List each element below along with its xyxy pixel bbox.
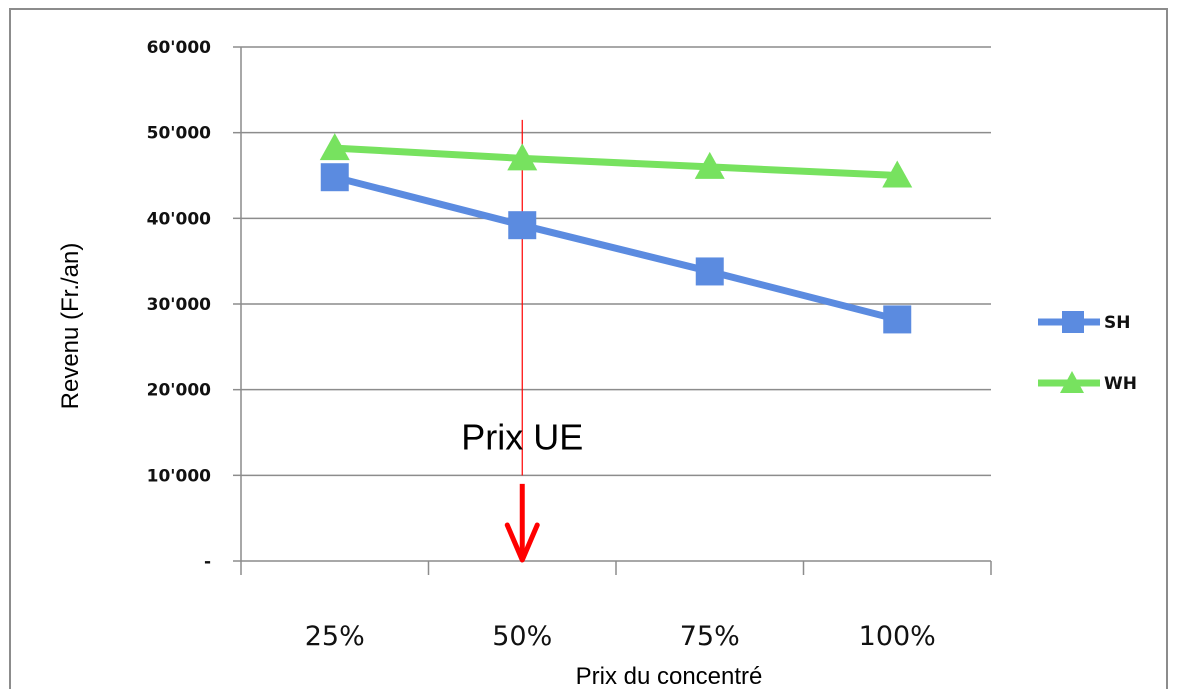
y-tick-label: 20'000 (147, 381, 212, 401)
y-tick-labels: - 10'000 20'000 30'000 40'000 50'000 60'000 (147, 38, 212, 572)
axes (240, 47, 992, 575)
x-axis-title: Prix du concentré (576, 663, 763, 689)
y-tick-label: 30'000 (147, 295, 212, 315)
y-tick-label: 50'000 (147, 124, 212, 144)
legend-label-sh: SH (1104, 313, 1130, 333)
x-tick-label: 50% (492, 621, 552, 652)
x-tick-labels: 25% 50% 75% 100% (305, 621, 936, 652)
legend-label-wh: WH (1104, 374, 1137, 394)
data-point-wh (882, 160, 913, 188)
data-point-wh (694, 151, 725, 179)
series-line-sh (331, 173, 901, 323)
annotation-label: Prix UE (461, 417, 583, 458)
data-point-wh (319, 133, 350, 161)
annotation-arrowhead (504, 522, 540, 563)
legend-swatch-marker (1062, 311, 1084, 333)
gridlines (233, 46, 991, 562)
legend: SH WH (1038, 311, 1137, 394)
x-tick-label: 75% (680, 621, 740, 652)
data-point-sh (508, 211, 537, 240)
y-axis-title: Revenu (Fr./an) (57, 243, 84, 410)
legend-swatch-marker (1060, 371, 1084, 393)
series-line-wh (331, 144, 901, 179)
data-point-sh (695, 257, 724, 286)
data-point-wh (507, 143, 538, 171)
y-tick-label: 10'000 (147, 466, 212, 486)
x-tick-label: 100% (859, 621, 936, 652)
data-point-sh (883, 305, 912, 334)
y-tick-label: 60'000 (147, 38, 212, 58)
series-group (319, 133, 913, 334)
y-tick-label: - (204, 552, 211, 572)
chart-frame (9, 8, 1168, 689)
annotation: Prix UE (461, 119, 583, 563)
x-tick-label: 25% (305, 621, 365, 652)
data-point-sh (320, 163, 349, 192)
y-tick-label: 40'000 (147, 209, 212, 229)
